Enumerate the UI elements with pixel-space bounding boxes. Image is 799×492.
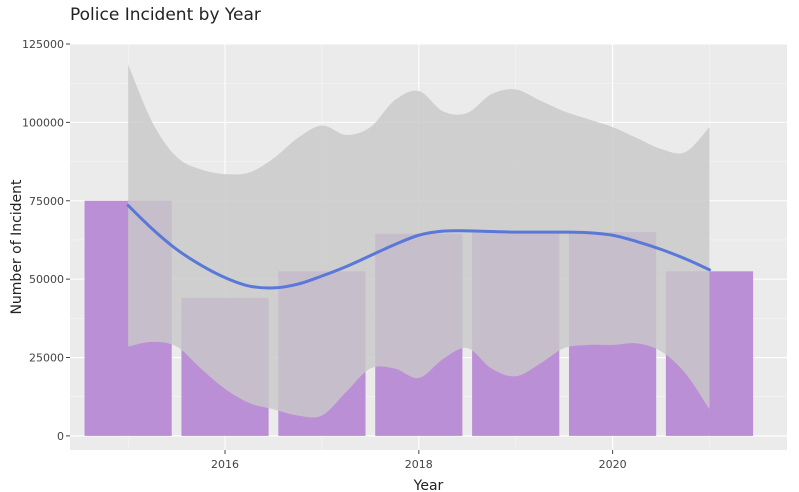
x-tick-label: 2018 bbox=[405, 458, 433, 471]
y-tick-label: 125000 bbox=[22, 38, 64, 51]
trend-line bbox=[126, 203, 711, 290]
x-axis-title: Year bbox=[413, 478, 444, 492]
y-tick-label: 25000 bbox=[29, 352, 64, 365]
y-tick-label: 50000 bbox=[29, 273, 64, 286]
y-tick-label: 0 bbox=[57, 430, 64, 443]
confidence-band bbox=[128, 64, 710, 418]
x-tick-label: 2016 bbox=[211, 458, 239, 471]
y-tick-label: 75000 bbox=[29, 195, 64, 208]
x-tick-label: 2020 bbox=[599, 458, 627, 471]
y-tick-label: 100000 bbox=[22, 116, 64, 129]
chart-title: Police Incident by Year bbox=[70, 5, 261, 25]
y-axis-title: Number of Incident bbox=[9, 179, 25, 315]
